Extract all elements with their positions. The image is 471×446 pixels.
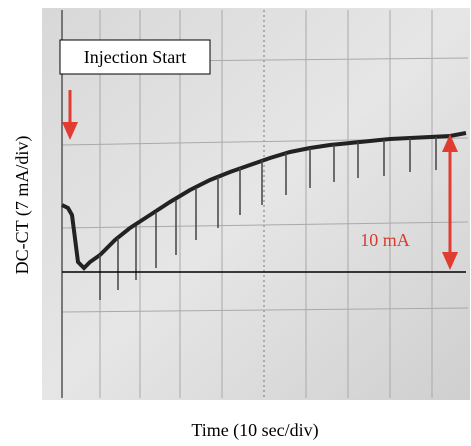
current-label: 10 mA: [360, 230, 410, 250]
annotation-box: [59, 39, 211, 75]
y-axis-label: DC-CT (7 mA/div): [12, 136, 33, 275]
injection-arrow: [62, 90, 78, 140]
x-axis-label: Time (10 sec/div): [191, 420, 318, 441]
trace: [61, 131, 467, 271]
current-arrow: [442, 134, 458, 270]
annotation-text: Injection Start: [84, 47, 186, 67]
trace-spikes: [99, 137, 437, 300]
